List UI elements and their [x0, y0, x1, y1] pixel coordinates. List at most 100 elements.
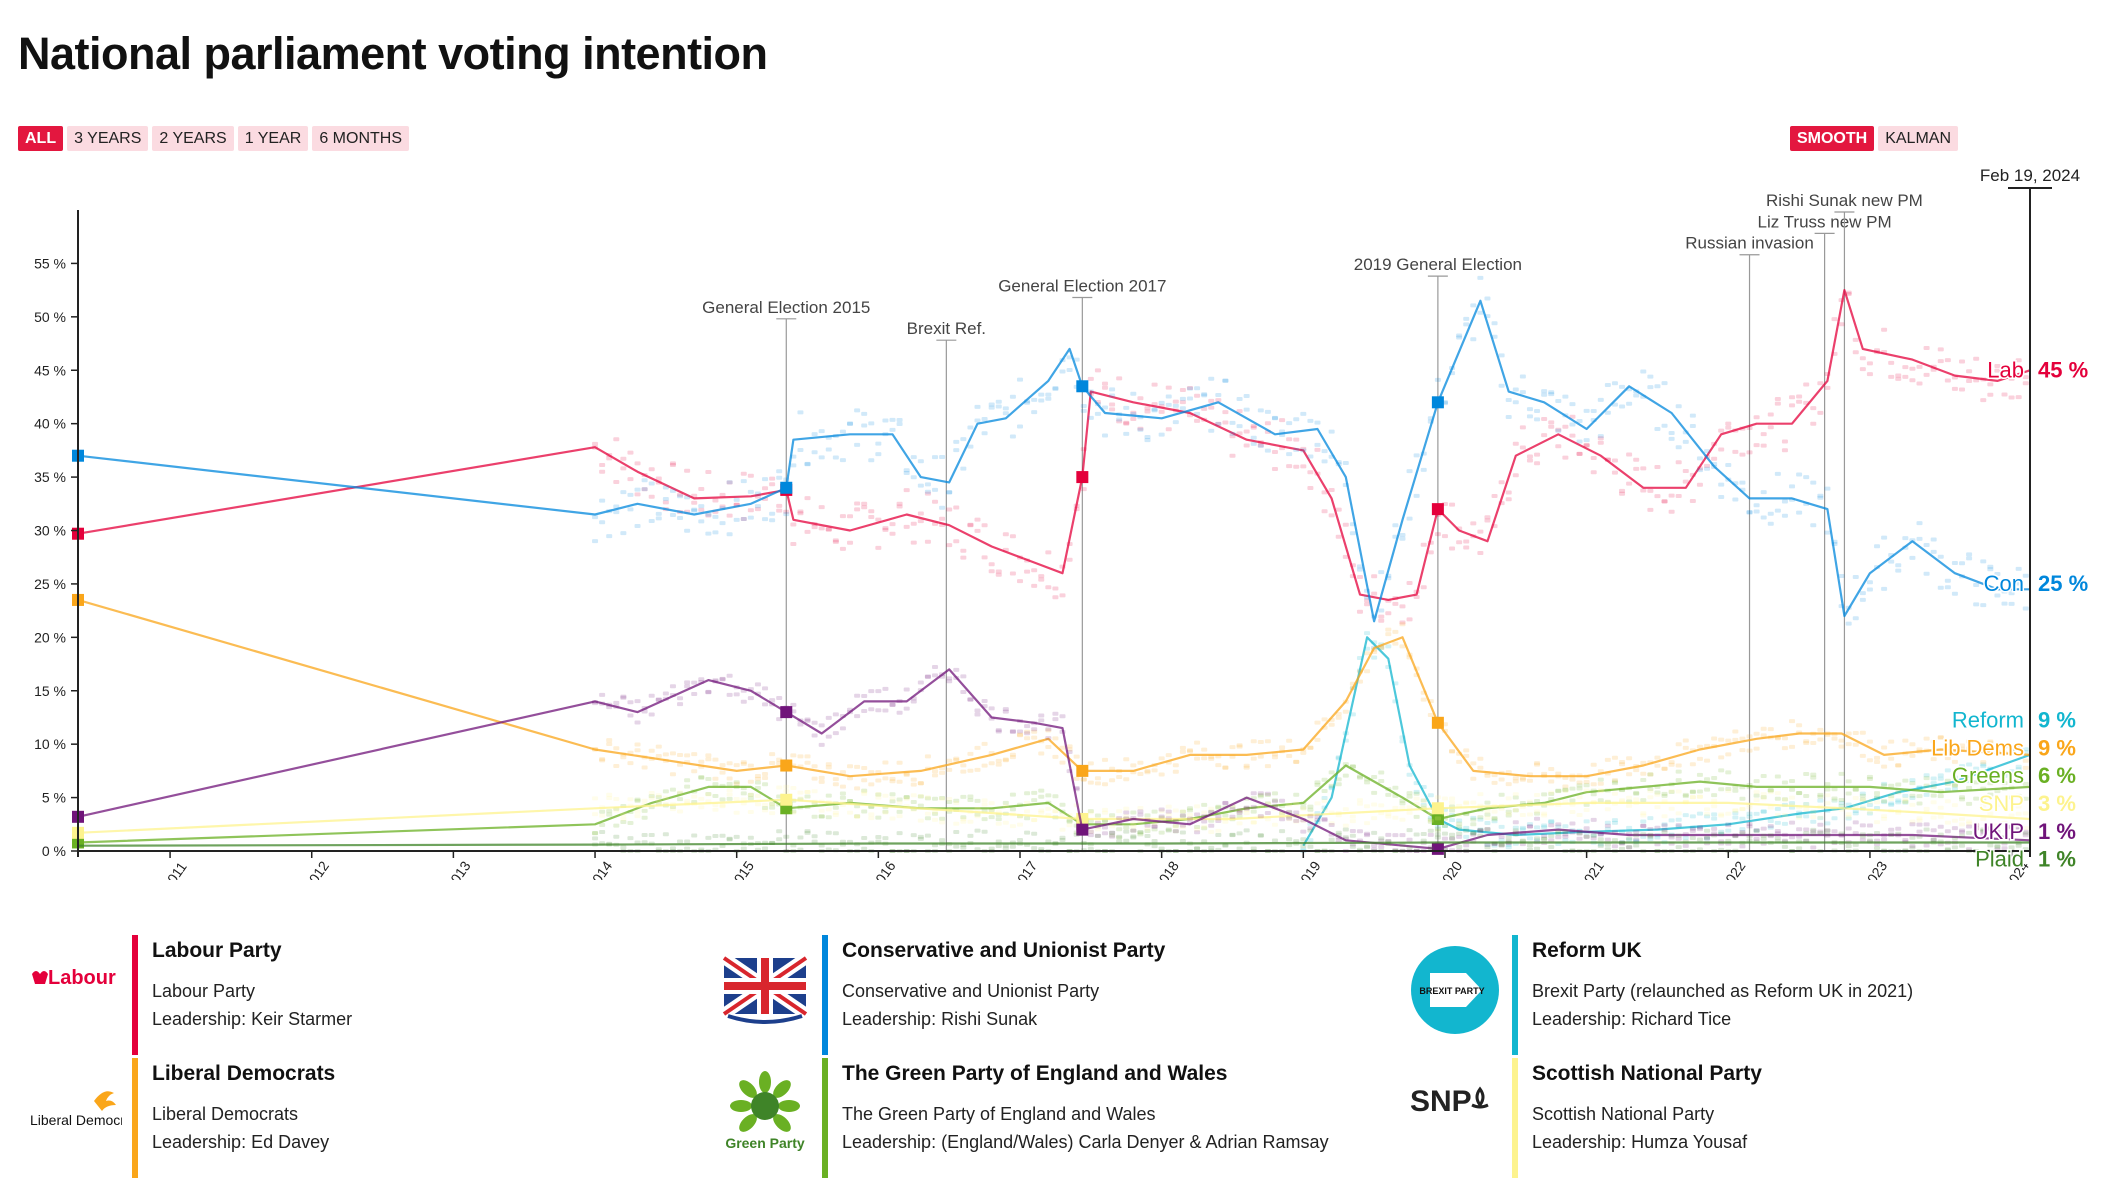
poll-dot [1349, 844, 1356, 849]
kalman-button[interactable]: KALMAN [1878, 126, 1958, 151]
poll-dot [1661, 791, 1668, 796]
smooth-button[interactable]: SMOOTH [1789, 126, 1875, 151]
poll-dot [1866, 774, 1873, 779]
poll-dot [662, 691, 669, 696]
poll-dot [1109, 833, 1116, 838]
poll-dot [974, 828, 981, 833]
poll-dot [762, 771, 769, 776]
poll-dot [1866, 361, 1873, 366]
poll-dot [1123, 838, 1130, 843]
poll-dot [967, 444, 974, 449]
poll-dot [1512, 808, 1519, 813]
poll-dot [1767, 412, 1774, 417]
snp-logo-icon: SNP [1408, 1058, 1502, 1168]
poll-dot [804, 718, 811, 723]
legend-party-name: Reform UK [1532, 939, 1642, 962]
poll-dot [1881, 535, 1888, 540]
poll-dot [910, 799, 917, 804]
poll-dot [1682, 813, 1689, 818]
poll-dot [868, 770, 875, 775]
poll-dot [1881, 745, 1888, 750]
poll-dot [719, 770, 726, 775]
poll-dot [875, 452, 882, 457]
poll-dot [1307, 804, 1314, 809]
poll-dot [1689, 795, 1696, 800]
poll-dot [769, 698, 776, 703]
poll-dot [910, 782, 917, 787]
poll-dot [1456, 818, 1463, 823]
poll-dot [1456, 824, 1463, 829]
poll-dot [1767, 511, 1774, 516]
poll-dot [1661, 499, 1668, 504]
poll-dot [1470, 337, 1477, 342]
poll-dot [1626, 837, 1633, 842]
poll-dot [1619, 491, 1626, 496]
poll-dot [1031, 846, 1038, 851]
poll-dot [1746, 509, 1753, 514]
poll-dot [1470, 832, 1477, 837]
poll-dot [1541, 836, 1548, 841]
poll-dot [875, 834, 882, 839]
y-tick-label: 0 % [42, 843, 66, 859]
poll-dot [762, 846, 769, 851]
poll-dot [627, 450, 634, 455]
poll-dot [1463, 539, 1470, 544]
poll-dot [1689, 826, 1696, 831]
poll-dot [1165, 828, 1172, 833]
poll-dot [1484, 809, 1491, 814]
poll-dot [811, 839, 818, 844]
poll-dot [1689, 790, 1696, 795]
poll-dot [1633, 829, 1640, 834]
poll-dot [1966, 824, 1973, 829]
poll-dot [1477, 833, 1484, 838]
poll-dot [981, 699, 988, 704]
poll-dot [924, 482, 931, 487]
poll-dot [1257, 833, 1264, 838]
x-tick-label: 2018 [1151, 858, 1182, 880]
poll-dot [1817, 410, 1824, 415]
poll-dot [974, 767, 981, 772]
range-1-year-button[interactable]: 1 YEAR [237, 126, 309, 151]
range-all-button[interactable]: ALL [18, 126, 64, 151]
range-2-years-button[interactable]: 2 YEARS [152, 126, 234, 151]
poll-dot [2001, 846, 2008, 851]
poll-dot [698, 507, 705, 512]
range-6-months-button[interactable]: 6 MONTHS [312, 126, 409, 151]
poll-dot [1505, 835, 1512, 840]
poll-dot [1094, 813, 1101, 818]
poll-dot [1796, 394, 1803, 399]
poll-dot [1647, 795, 1654, 800]
poll-dot [1760, 833, 1767, 838]
poll-dot [1456, 333, 1463, 338]
poll-dot [2022, 375, 2029, 380]
poll-dot [1661, 823, 1668, 828]
poll-dot [1406, 617, 1413, 622]
poll-dot [1746, 834, 1753, 839]
poll-dot [1123, 420, 1130, 425]
poll-dot [1987, 811, 1994, 816]
poll-dot [648, 693, 655, 698]
poll-dot [2008, 749, 2015, 754]
poll-dot [1257, 754, 1264, 759]
poll-dot [854, 714, 861, 719]
poll-dot [1704, 814, 1711, 819]
poll-dot [726, 532, 733, 537]
range-3-years-button[interactable]: 3 YEARS [67, 126, 149, 151]
poll-dot [1158, 814, 1165, 819]
poll-dot [1597, 843, 1604, 848]
poll-dot [1796, 815, 1803, 820]
poll-dot [1109, 402, 1116, 407]
poll-dot [1810, 810, 1817, 815]
poll-dot [1413, 791, 1420, 796]
poll-dot [1031, 790, 1038, 795]
poll-dot [1463, 834, 1470, 839]
poll-dot [1626, 836, 1633, 841]
poll-dot [875, 795, 882, 800]
poll-dot [1059, 593, 1066, 598]
poll-dot [1017, 732, 1024, 737]
poll-dot [1548, 424, 1555, 429]
legend-party-desc: Labour Party [152, 981, 256, 1001]
poll-dot [1704, 787, 1711, 792]
poll-dot [1286, 452, 1293, 457]
poll-dot [1328, 783, 1335, 788]
